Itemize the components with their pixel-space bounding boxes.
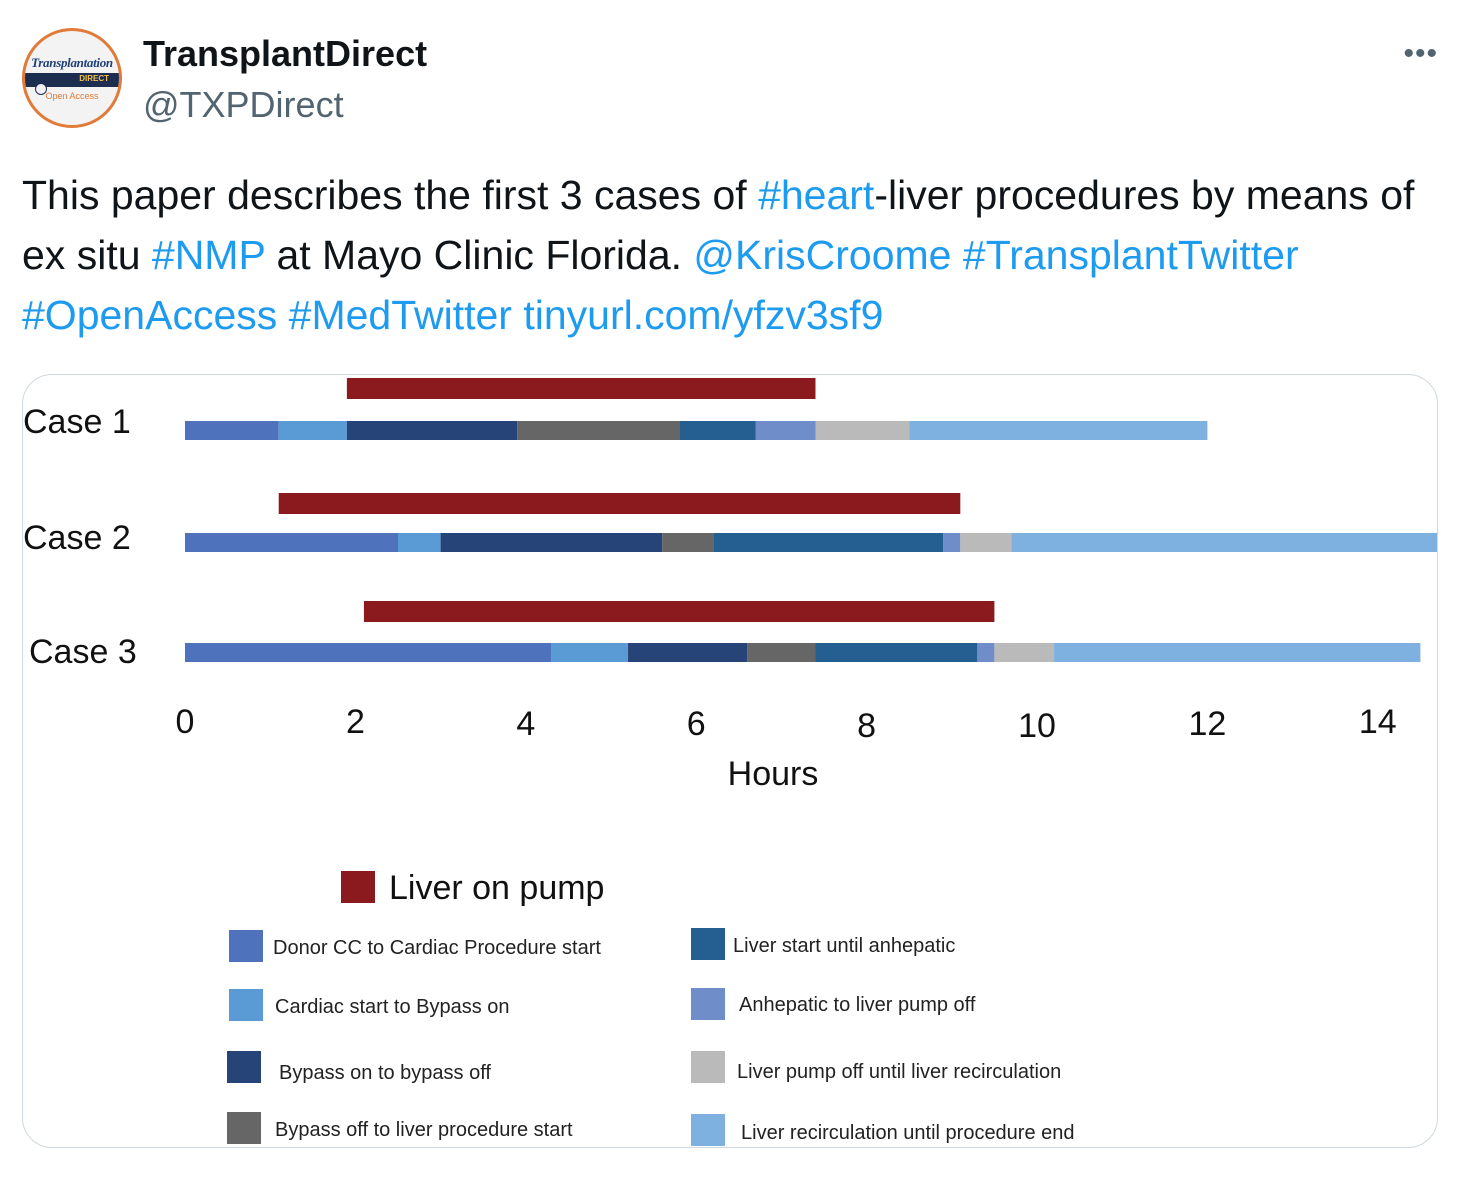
segment-bar-case-3-liver_start	[815, 643, 978, 662]
liver-on-pump-bar-case-1	[346, 378, 816, 399]
segment-bar-case-2-liver_start	[713, 533, 944, 552]
liver-on-pump-bar-case-3	[363, 601, 995, 622]
tweet-media-image[interactable]: Case 1 Case 2 Case 3 0 2 4 6 8 10 12 14 Hours Liver …	[22, 374, 1438, 1148]
tweet-text: This paper describes the first 3 cases o…	[22, 165, 1442, 345]
legend-label-bypass: Bypass on to bypass off	[279, 1062, 491, 1084]
legend-swatch-recirculation	[691, 1114, 725, 1146]
segment-bar-case-1-bypass_off	[517, 421, 680, 440]
tweet-text-span	[277, 292, 288, 338]
segment-bar-case-1-anhepatic	[755, 421, 816, 440]
segment-bar-case-3-cardiac_start	[551, 643, 629, 662]
author-display-name[interactable]: TransplantDirect	[143, 33, 428, 74]
segment-bar-case-1-donor_cc	[185, 421, 279, 440]
legend-label-bypass_off: Bypass off to liver procedure start	[275, 1119, 573, 1141]
segment-bar-case-2-donor_cc	[185, 533, 398, 552]
author-handle[interactable]: @TXPDirect	[143, 84, 344, 125]
tweet-text-span	[512, 292, 523, 338]
more-options-icon[interactable]: •••	[1403, 37, 1438, 70]
legend-label-liver-on-pump: Liver on pump	[389, 869, 604, 907]
mention-link[interactable]: @KrisCroome	[693, 232, 952, 278]
segment-bar-case-3-bypass	[628, 643, 748, 662]
segment-bar-case-1-bypass	[346, 421, 518, 440]
segment-bar-case-2-bypass_off	[662, 533, 714, 552]
segment-bar-case-1-pump_off	[815, 421, 910, 440]
profile-avatar[interactable]: Transplantation Open Access	[22, 28, 122, 128]
x-tick-label: 0	[176, 703, 195, 741]
segment-bar-case-3-recirculation	[1054, 643, 1421, 662]
x-tick-label: 14	[1359, 703, 1397, 741]
x-tick-label: 6	[687, 705, 706, 743]
segment-bar-case-2-cardiac_start	[398, 533, 441, 552]
legend-label-recirculation: Liver recirculation until procedure end	[741, 1122, 1075, 1144]
legend-swatch-liver_start	[691, 928, 725, 960]
segment-bar-case-2-bypass	[440, 533, 663, 552]
case-label-2: Case 2	[23, 519, 131, 557]
segment-bar-case-2-anhepatic	[943, 533, 961, 552]
url-link[interactable]: tinyurl.com/yfzv3sf9	[523, 292, 884, 338]
x-tick-label: 10	[1018, 707, 1056, 745]
avatar-logo-text: Transplantation	[31, 55, 113, 70]
segment-bar-case-3-anhepatic	[977, 643, 995, 662]
legend-label-anhepatic: Anhepatic to liver pump off	[739, 994, 976, 1016]
x-tick-label: 4	[516, 705, 535, 743]
legend-swatch-bypass_off	[227, 1112, 261, 1144]
x-axis-title: Hours	[728, 755, 819, 793]
hashtag-link[interactable]: #TransplantTwitter	[962, 232, 1299, 278]
avatar-subtext: Open Access	[45, 91, 99, 101]
segment-bar-case-2-recirculation	[1011, 533, 1437, 552]
legend-swatch-liver-on-pump	[341, 871, 375, 903]
x-tick-label: 2	[346, 703, 365, 741]
hashtag-link[interactable]: #OpenAccess	[22, 292, 278, 338]
hashtag-link[interactable]: #heart	[758, 172, 875, 218]
x-tick-label: 8	[857, 707, 876, 745]
hashtag-link[interactable]: #NMP	[151, 232, 266, 278]
segment-bar-case-1-cardiac_start	[278, 421, 347, 440]
legend-label-liver_start: Liver start until anhepatic	[733, 935, 955, 957]
legend-label-cardiac_start: Cardiac start to Bypass on	[275, 996, 510, 1018]
segment-bar-case-3-donor_cc	[185, 643, 552, 662]
legend-swatch-bypass	[227, 1051, 261, 1083]
case-label-1: Case 1	[23, 403, 131, 441]
segment-bar-case-1-recirculation	[909, 421, 1208, 440]
segment-bar-case-3-bypass_off	[747, 643, 816, 662]
avatar-emblem-icon	[35, 83, 47, 95]
timeline-chart: Case 1 Case 2 Case 3 0 2 4 6 8 10 12 14 Hours Liver …	[23, 378, 1437, 1146]
legend-label-pump_off: Liver pump off until liver recirculation	[737, 1061, 1061, 1083]
hashtag-link[interactable]: #MedTwitter	[288, 292, 512, 338]
legend-swatch-anhepatic	[691, 988, 725, 1020]
tweet-text-span: This paper describes the first 3 cases o…	[22, 172, 759, 218]
legend-swatch-cardiac_start	[229, 989, 263, 1021]
segment-bar-case-2-pump_off	[960, 533, 1012, 552]
tweet-text-span: at Mayo Clinic Florida.	[265, 232, 694, 278]
tweet-text-span	[951, 232, 962, 278]
segment-bar-case-3-pump_off	[994, 643, 1055, 662]
segment-bar-case-1-liver_start	[679, 421, 756, 440]
tweet-text-span: -liver procedures by means of ex situ	[22, 172, 1415, 278]
liver-on-pump-bar-case-2	[278, 493, 961, 514]
legend-swatch-pump_off	[691, 1051, 725, 1083]
legend-swatch-donor_cc	[229, 930, 263, 962]
x-tick-label: 12	[1188, 705, 1226, 743]
case-label-3: Case 3	[29, 633, 137, 671]
avatar-band	[25, 73, 119, 87]
legend-label-donor_cc: Donor CC to Cardiac Procedure start	[273, 937, 601, 959]
